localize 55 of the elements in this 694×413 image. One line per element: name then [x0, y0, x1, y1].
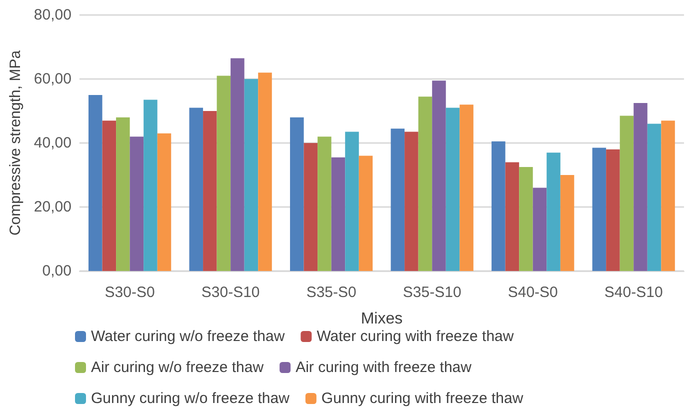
bar: [258, 72, 272, 271]
bar: [189, 108, 204, 271]
bar: [418, 96, 432, 271]
bar: [290, 117, 304, 271]
bar: [116, 117, 130, 271]
bar: [331, 157, 346, 271]
x-tick-label: S40-S0: [508, 284, 558, 301]
y-tick-label: 80,00: [34, 6, 72, 24]
bar: [230, 58, 244, 271]
bar: [634, 103, 648, 271]
x-axis-title: Mixes: [360, 310, 403, 328]
x-tick-label: S30-S0: [104, 284, 155, 301]
bar: [532, 188, 547, 271]
bar: [492, 141, 506, 271]
bar: [519, 167, 533, 271]
bar: [244, 79, 258, 271]
legend-label: Water curing w/o freeze thaw: [91, 328, 285, 345]
y-tick-label: 40,00: [34, 134, 72, 152]
bar: [304, 143, 318, 271]
bar: [460, 104, 474, 271]
bar: [647, 124, 662, 271]
bar: [216, 76, 231, 271]
y-tick-label: 0,00: [42, 262, 72, 280]
bar: [661, 120, 675, 271]
bar: [546, 152, 560, 271]
bar: [203, 111, 217, 271]
legend-label: Water curing with freeze thaw: [316, 328, 514, 345]
x-tick-label: S35-S10: [402, 284, 462, 301]
bar: [358, 156, 373, 271]
legend-label: Gunny curing w/o freeze thaw: [91, 390, 290, 407]
bar: [592, 148, 606, 271]
x-tick-label: S30-S10: [201, 284, 260, 301]
bar: [390, 128, 405, 271]
bar: [157, 133, 172, 271]
y-tick-label: 60,00: [34, 70, 72, 88]
y-axis-title: Compressive strength, MPa: [7, 50, 24, 236]
bar: [446, 108, 460, 271]
bar: [318, 136, 332, 271]
legend-label: Gunny curing with freeze thaw: [321, 390, 524, 407]
bar: [620, 116, 634, 271]
bar: [130, 136, 144, 271]
bar: [102, 120, 116, 271]
bar: [345, 132, 359, 271]
bar: [505, 162, 520, 271]
bar: [432, 80, 446, 271]
legend-label: Air curing with freeze thaw: [296, 359, 472, 376]
bar: [144, 100, 158, 271]
bar: [404, 132, 418, 271]
bar: [88, 95, 102, 271]
bar: [606, 149, 620, 271]
x-tick-label: S40-S10: [604, 284, 663, 301]
bar: [560, 175, 574, 271]
x-tick-label: S35-S0: [306, 284, 356, 301]
y-tick-label: 20,00: [34, 198, 72, 216]
legend-label: Air curing w/o freeze thaw: [91, 359, 264, 376]
